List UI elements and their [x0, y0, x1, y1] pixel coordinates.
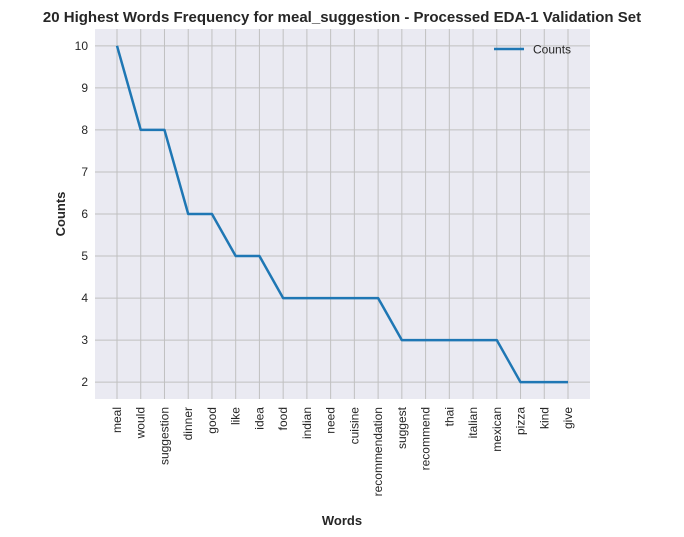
y-tick-label: 4 — [81, 291, 88, 305]
x-tick-label: suggestion — [157, 407, 171, 465]
x-tick-label: give — [561, 407, 575, 429]
series-line — [115, 45, 568, 384]
x-tick-label: idea — [252, 407, 266, 430]
y-tick-label: 9 — [81, 81, 88, 95]
x-tick-label: meal — [110, 407, 124, 433]
x-tick-label: dinner — [181, 407, 195, 440]
x-tick-label: thai — [442, 407, 456, 426]
x-axis-label: Words — [322, 513, 362, 528]
x-tick-label: suggest — [395, 406, 409, 449]
chart-title: 20 Highest Words Frequency for meal_sugg… — [43, 9, 641, 26]
x-tick-labels: meal would suggestion dinner good like idea foo… — [110, 406, 575, 496]
y-tick-label: 8 — [81, 123, 88, 137]
y-tick-labels: 2 3 4 5 6 7 8 9 10 — [75, 39, 89, 389]
y-tick-label: 5 — [81, 249, 88, 263]
x-tick-label: recommend — [419, 407, 433, 470]
x-tick-label: mexican — [490, 407, 504, 452]
x-tick-label: italian — [466, 407, 480, 438]
series-layer — [115, 45, 568, 384]
legend: Counts — [494, 43, 571, 57]
y-axis-label: Counts — [53, 192, 68, 237]
x-tick-label: indian — [300, 407, 314, 439]
y-tick-label: 10 — [75, 39, 89, 53]
legend-label: Counts — [533, 43, 571, 57]
y-tick-label: 3 — [81, 333, 88, 347]
x-tick-label: kind — [537, 407, 551, 429]
x-tick-label: pizza — [514, 407, 528, 435]
y-tick-label: 7 — [81, 165, 88, 179]
x-tick-label: cuisine — [347, 407, 361, 445]
x-tick-label: need — [324, 407, 338, 434]
x-tick-label: food — [276, 407, 290, 430]
x-tick-label: good — [205, 407, 219, 434]
y-tick-label: 6 — [81, 207, 88, 221]
x-tick-label: recommendation — [371, 407, 385, 496]
x-tick-label: would — [134, 407, 148, 439]
y-tick-label: 2 — [81, 375, 88, 389]
x-tick-label: like — [229, 407, 243, 425]
